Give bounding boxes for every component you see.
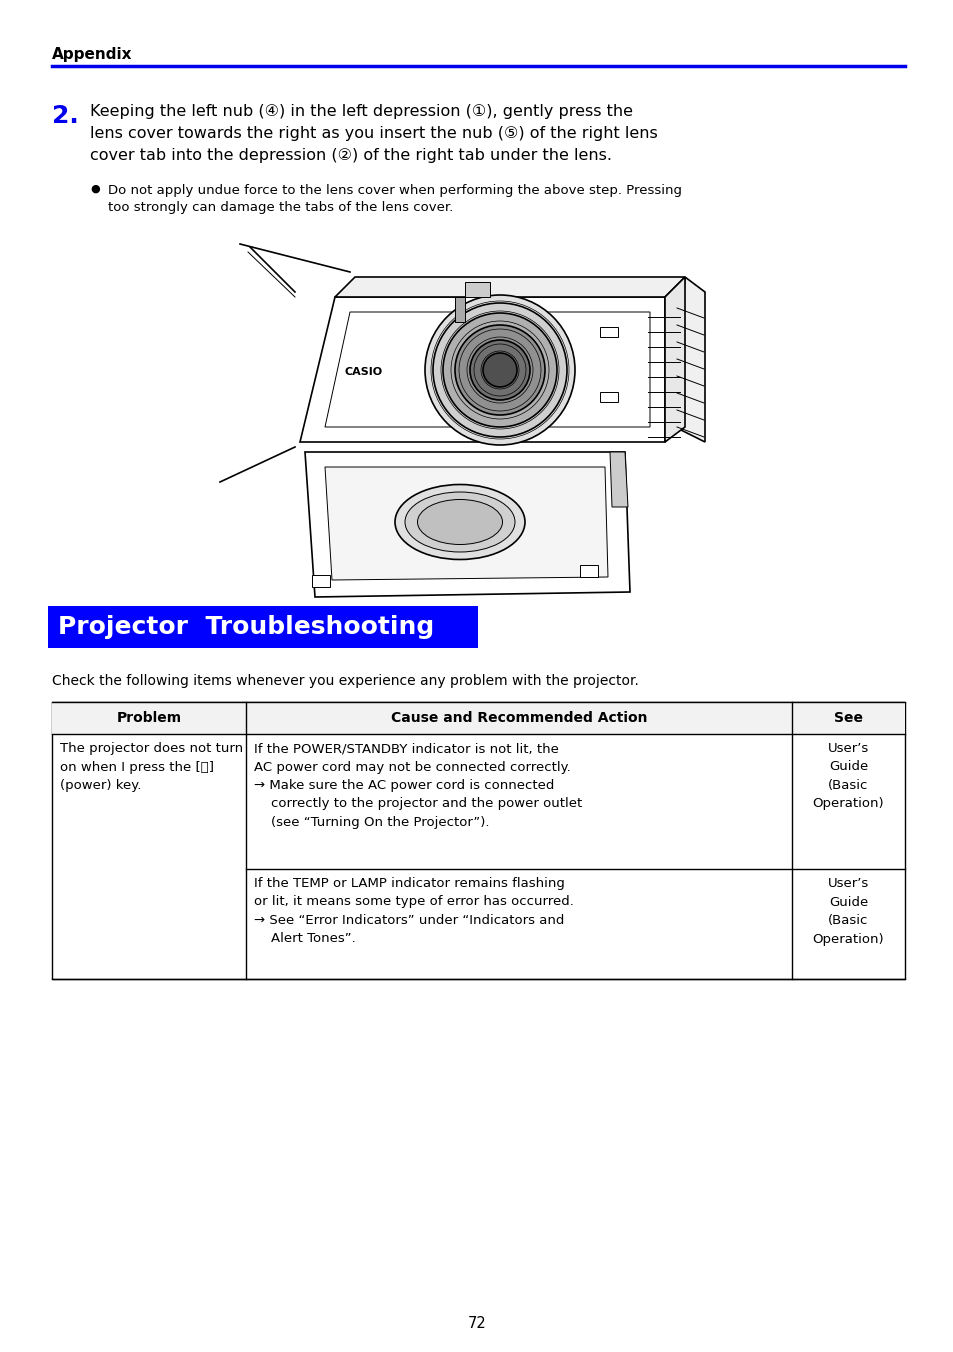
Text: User’s
Guide
(Basic
Operation): User’s Guide (Basic Operation): [812, 742, 883, 810]
Polygon shape: [599, 327, 618, 337]
Ellipse shape: [417, 499, 502, 545]
Polygon shape: [464, 283, 490, 297]
Circle shape: [424, 295, 575, 445]
Bar: [52, 702, 904, 979]
Bar: [48, 606, 477, 648]
Circle shape: [442, 314, 557, 427]
Text: Check the following items whenever you experience any problem with the projector: Check the following items whenever you e…: [52, 675, 639, 688]
Text: lens cover towards the right as you insert the nub (⑤) of the right lens: lens cover towards the right as you inse…: [90, 126, 657, 141]
Polygon shape: [664, 277, 684, 442]
Text: CASIO: CASIO: [345, 366, 383, 377]
Polygon shape: [299, 297, 664, 442]
Text: User’s
Guide
(Basic
Operation): User’s Guide (Basic Operation): [812, 877, 883, 945]
Text: If the TEMP or LAMP indicator remains flashing
or lit, it means some type of err: If the TEMP or LAMP indicator remains fl…: [253, 877, 574, 945]
Polygon shape: [609, 452, 627, 507]
Text: Keeping the left nub (④) in the left depression (①), gently press the: Keeping the left nub (④) in the left dep…: [90, 104, 633, 119]
Text: Do not apply undue force to the lens cover when performing the above step. Press: Do not apply undue force to the lens cov…: [108, 184, 681, 197]
Polygon shape: [312, 575, 330, 587]
Polygon shape: [579, 565, 598, 577]
Text: See: See: [833, 711, 862, 725]
Text: Problem: Problem: [116, 711, 181, 725]
Polygon shape: [325, 466, 607, 580]
Polygon shape: [305, 452, 629, 598]
Polygon shape: [335, 277, 684, 297]
Text: Appendix: Appendix: [52, 47, 132, 62]
Text: Cause and Recommended Action: Cause and Recommended Action: [391, 711, 646, 725]
Circle shape: [482, 353, 517, 387]
Circle shape: [433, 303, 566, 437]
Text: too strongly can damage the tabs of the lens cover.: too strongly can damage the tabs of the …: [108, 201, 453, 214]
Ellipse shape: [405, 492, 515, 552]
Polygon shape: [599, 392, 618, 402]
Bar: [52, 702, 904, 734]
Text: Projector  Troubleshooting: Projector Troubleshooting: [58, 615, 434, 639]
Text: cover tab into the depression (②) of the right tab under the lens.: cover tab into the depression (②) of the…: [90, 147, 612, 164]
Text: The projector does not turn
on when I press the [⏻]
(power) key.: The projector does not turn on when I pr…: [60, 742, 243, 792]
Polygon shape: [675, 277, 704, 442]
Text: ●: ●: [90, 184, 100, 193]
Polygon shape: [455, 297, 464, 322]
Circle shape: [455, 324, 544, 415]
Text: 2.: 2.: [52, 104, 79, 128]
Circle shape: [470, 339, 530, 400]
Text: If the POWER/STANDBY indicator is not lit, the
AC power cord may not be connecte: If the POWER/STANDBY indicator is not li…: [253, 742, 581, 829]
Text: 72: 72: [467, 1317, 486, 1332]
Ellipse shape: [395, 484, 524, 560]
